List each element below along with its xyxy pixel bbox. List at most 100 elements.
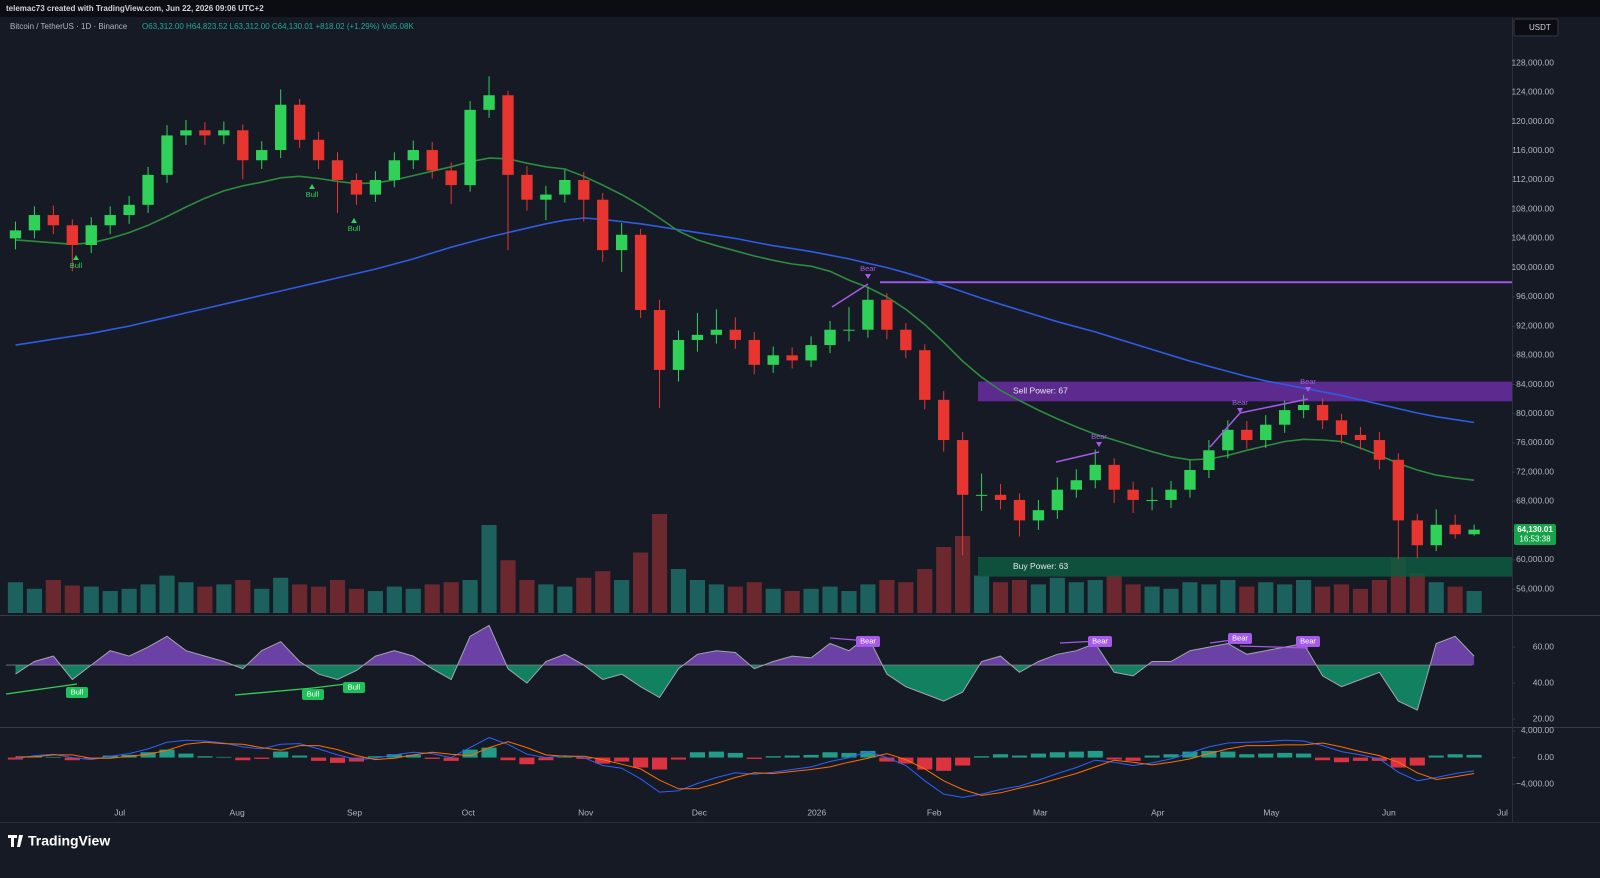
- bear-label: Bear: [1091, 432, 1107, 441]
- histogram-bar: [1144, 755, 1160, 758]
- histogram-bar: [576, 757, 592, 759]
- divergence-line: [1239, 645, 1309, 649]
- candle-body: [729, 329, 742, 340]
- volume-bar: [898, 582, 914, 613]
- histogram-bar: [670, 757, 687, 760]
- candle-body: [1411, 520, 1423, 546]
- divergence-line: [831, 283, 869, 308]
- histogram-bar: [500, 757, 516, 761]
- macd-line: [15, 737, 1475, 798]
- candle-body: [615, 234, 628, 251]
- volume-bar: [367, 591, 383, 613]
- y-tick-label: 120,000.00: [1511, 116, 1554, 126]
- candle-body: [559, 179, 571, 195]
- y-tick-label: 56,000.00: [1516, 583, 1554, 593]
- volume-bar: [1466, 591, 1482, 613]
- volume-bar: [1314, 586, 1331, 613]
- bear-label: Bear: [1232, 633, 1248, 642]
- price-badge: [1514, 524, 1556, 545]
- volume-bar: [1447, 586, 1463, 613]
- volume-bar: [64, 585, 80, 613]
- candle-body: [824, 329, 836, 346]
- bear-marker: [1305, 387, 1311, 392]
- candle-body: [9, 230, 22, 239]
- histogram-bar: [1220, 751, 1236, 758]
- x-tick-label: Apr: [1151, 807, 1164, 817]
- y-tick-label: 60.00: [1533, 641, 1555, 651]
- currency-box[interactable]: [1513, 18, 1559, 37]
- volume-bar: [1409, 573, 1425, 613]
- volume-bar: [140, 584, 156, 613]
- volume-bar: [178, 582, 194, 613]
- candle-body: [748, 339, 760, 365]
- candle-body: [1241, 429, 1253, 441]
- volume-bar: [102, 591, 118, 613]
- candle-body: [1070, 480, 1082, 490]
- candle-body: [256, 150, 268, 161]
- volume-bar: [197, 586, 213, 613]
- histogram-bar: [178, 753, 194, 758]
- bear-box: [856, 636, 880, 647]
- histogram-bar: [557, 756, 573, 758]
- histogram-bar: [841, 752, 857, 758]
- volume-bar: [254, 588, 270, 613]
- volume-bar: [1125, 584, 1141, 613]
- volume-bar: [860, 584, 876, 613]
- volume-bar: [1371, 580, 1387, 613]
- bottom-bar: [0, 823, 1600, 878]
- volume-bar: [936, 547, 952, 613]
- candle-body: [426, 150, 438, 171]
- y-tick-label: 0.00: [1537, 752, 1554, 762]
- y-tick-label: 128,000.00: [1511, 57, 1554, 67]
- candle-body: [1297, 404, 1310, 411]
- volume-bar: [1106, 575, 1122, 613]
- candle-body: [1335, 420, 1348, 435]
- histogram-bar: [159, 749, 175, 758]
- candle-body: [1013, 499, 1026, 521]
- histogram-bar: [917, 757, 933, 770]
- candle-body: [274, 104, 287, 151]
- volume-bar: [595, 571, 611, 613]
- candle-body: [578, 179, 590, 200]
- y-tick-label: 112,000.00: [1512, 174, 1554, 184]
- y-tick-label: 60,000.00: [1516, 554, 1554, 564]
- macd-line: [15, 741, 1475, 796]
- x-tick-label: Oct: [462, 807, 476, 817]
- x-tick-label: Jun: [1382, 807, 1396, 817]
- volume-bar: [803, 588, 819, 613]
- histogram-bar: [1068, 751, 1084, 758]
- bull-label: Bull: [348, 224, 361, 233]
- bull-label: Bull: [70, 261, 83, 270]
- bear-label: Bear: [1300, 636, 1316, 645]
- volume-bar: [1296, 580, 1312, 613]
- bull-label: Bull: [307, 689, 320, 698]
- histogram-bar: [633, 757, 649, 768]
- bear-label: Bear: [860, 264, 876, 273]
- volume-bar: [841, 591, 857, 613]
- last-price: 64,130.01: [1517, 525, 1553, 534]
- histogram-bar: [310, 757, 327, 761]
- histogram-bar: [386, 754, 402, 758]
- histogram-bar: [1049, 752, 1065, 758]
- candle-body: [767, 355, 779, 365]
- volume-bar: [1144, 586, 1160, 613]
- bear-label: Bear: [1232, 398, 1248, 407]
- candle-body: [672, 339, 685, 370]
- volume-bar: [121, 588, 137, 613]
- candle-body: [1184, 469, 1196, 490]
- histogram-bar: [651, 757, 668, 770]
- histogram-bar: [860, 750, 876, 758]
- candle-body: [180, 130, 192, 136]
- divergence-line: [1209, 412, 1241, 448]
- plot: Jul Aug Sep Oct Nov Dec 2026 Feb Mar Apr May Jun Jul…: [6, 57, 1554, 825]
- y-tick-label: 40.00: [1533, 677, 1555, 687]
- candle-body: [805, 345, 817, 361]
- divergence-line: [234, 687, 314, 696]
- histogram-bar: [481, 747, 497, 758]
- bull-marker: [73, 255, 79, 260]
- candle-body: [691, 334, 704, 340]
- bear-box: [1296, 636, 1320, 647]
- candle-body: [66, 225, 78, 245]
- candle-body: [1108, 464, 1120, 490]
- bear-box: [1228, 633, 1252, 644]
